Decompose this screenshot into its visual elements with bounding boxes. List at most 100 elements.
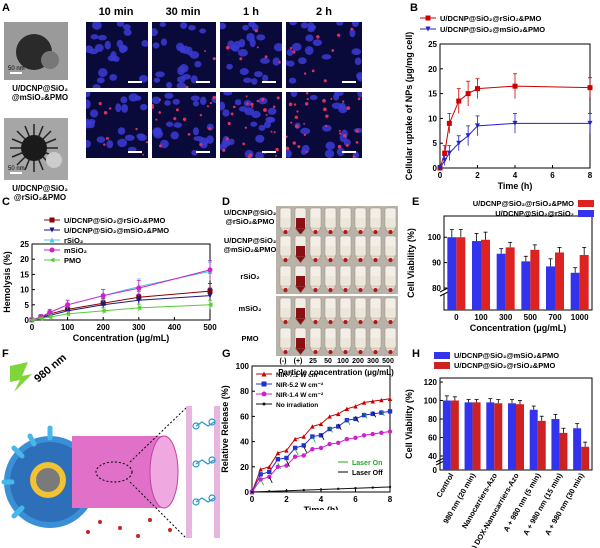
bar [516, 404, 524, 470]
y-tick-label: 100 [424, 397, 438, 406]
data-point [361, 433, 367, 438]
legend-label: U/DCNP@SiO₂@rSiO₂&PMO [473, 199, 574, 208]
nucleus [309, 95, 318, 101]
rbc-pellet [373, 350, 378, 354]
data-point [38, 315, 44, 321]
nucleus [165, 121, 174, 127]
nucleus [246, 32, 255, 42]
tube-liquid [356, 218, 365, 228]
data-point [327, 441, 332, 447]
bar [551, 419, 560, 470]
red-signal [251, 105, 254, 108]
data-point [336, 424, 341, 429]
red-signal [254, 29, 258, 33]
data-point [65, 308, 71, 314]
y-axis-label: Cellular uptake of NPs (μg/mg cell) [404, 32, 414, 181]
rbc-pellet [358, 230, 363, 234]
series-1: U/DCNP@SiO₂@mSiO₂&PMO [420, 25, 593, 171]
red-signal [342, 100, 345, 103]
data-point [284, 463, 289, 468]
rbc-pellet [313, 288, 318, 292]
red-signal [345, 143, 349, 147]
nucleus [286, 149, 292, 158]
bar [505, 247, 515, 310]
rbc-pellet [313, 350, 318, 354]
data-point [100, 302, 106, 308]
nucleus [262, 74, 269, 82]
nucleus [94, 44, 104, 52]
red-signal [352, 155, 356, 158]
rbc-pellet [313, 320, 318, 324]
data-point [587, 85, 593, 91]
x-axis-label: Time (h) [304, 505, 339, 510]
red-signal [311, 69, 315, 73]
tube-liquid [386, 276, 395, 286]
bar [546, 266, 555, 310]
red-signal [264, 55, 268, 59]
red-signal [346, 106, 351, 110]
nucleus [90, 109, 99, 118]
red-signal [305, 150, 308, 154]
nucleus [250, 121, 258, 127]
scale-bar [196, 81, 210, 83]
rbc-pellet [388, 258, 393, 262]
legend-label: U/DCNP@SiO₂@mSiO₂&PMO [64, 226, 169, 235]
series-4: PMO [29, 256, 213, 323]
tube-liquid [341, 308, 350, 318]
x-tick-label: 100 [474, 313, 488, 322]
data-point [65, 302, 71, 308]
rbc-pellet [388, 320, 393, 324]
row-label-msio2: U/DCNP@SiO₂ @mSiO₂&PMO [11, 84, 69, 102]
pore-wall-right [214, 406, 220, 538]
data-point [327, 414, 332, 419]
tube-row-photo [276, 206, 398, 242]
legend-swatch [578, 200, 594, 207]
y-axis-label: Cell Viability (%) [404, 389, 414, 459]
nucleus [253, 71, 263, 78]
nucleus [349, 28, 356, 38]
data-point [29, 317, 35, 323]
red-signal [331, 49, 335, 52]
panel-label-b: B [410, 2, 418, 14]
red-signal [337, 144, 342, 149]
nucleus [238, 106, 248, 112]
nucleus [160, 38, 167, 46]
nucleus [288, 77, 297, 84]
laser-on-arrow [260, 479, 264, 486]
nucleus [286, 49, 294, 57]
red-signal [199, 142, 203, 147]
rbc-pellet [373, 288, 378, 292]
plot-frame [439, 43, 591, 169]
data-point [371, 486, 374, 489]
legend-label: mSiO₂ [64, 246, 87, 255]
data-point [387, 396, 393, 401]
laser-on-arrow [329, 426, 333, 433]
tem-image-msio2: 50 nm [4, 22, 68, 80]
rbc-pellet [343, 258, 348, 262]
nucleus [155, 71, 165, 78]
tube-concentration-label: 300 [367, 358, 379, 365]
data-point [275, 457, 281, 462]
data-point [319, 488, 323, 491]
y-tick-label: 80 [240, 387, 249, 396]
laser-on-label: Laser On [352, 460, 382, 467]
panel-label-d: D [222, 196, 230, 208]
red-signal [303, 122, 306, 125]
rbc-pellet [283, 230, 288, 234]
nucleus [220, 101, 226, 111]
bar [456, 237, 466, 310]
nucleus [189, 51, 200, 59]
tube-row-photo [276, 326, 398, 362]
red-signal [323, 79, 327, 83]
tube-liquid [326, 308, 335, 318]
tube-row-label: PMO [241, 334, 259, 343]
data-point [136, 305, 142, 311]
tube-liquid [281, 276, 290, 286]
y-tick-label: 0 [25, 316, 30, 325]
rbc-pellet [328, 320, 333, 324]
tube-row-label: U/DCNP@SiO₂ @rSiO₂&PMO [223, 208, 277, 226]
red-signal [152, 105, 155, 109]
x-tick-label: 200 [97, 323, 111, 332]
data-point [387, 409, 393, 414]
